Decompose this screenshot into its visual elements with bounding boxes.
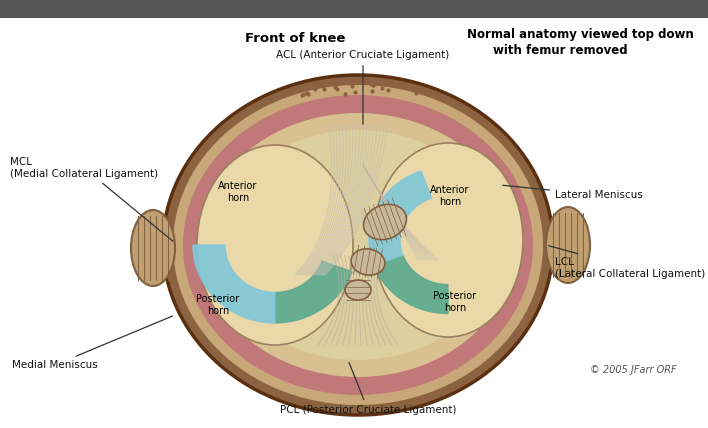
Text: Front of knee: Front of knee bbox=[245, 32, 346, 45]
Text: with femur removed: with femur removed bbox=[493, 44, 627, 57]
Text: MCL
(Medial Collateral Ligament): MCL (Medial Collateral Ligament) bbox=[10, 157, 173, 241]
Text: Posterior
horn: Posterior horn bbox=[196, 294, 239, 316]
Ellipse shape bbox=[218, 130, 498, 360]
Ellipse shape bbox=[197, 145, 353, 345]
Text: Anterior
horn: Anterior horn bbox=[218, 181, 258, 203]
Text: LCL
(Lateral Collateral Ligament): LCL (Lateral Collateral Ligament) bbox=[549, 246, 705, 279]
Bar bbox=[0, 0, 708, 18]
Text: PCL (Posterior Cruciate Ligament): PCL (Posterior Cruciate Ligament) bbox=[280, 363, 456, 415]
Ellipse shape bbox=[363, 204, 406, 240]
Text: ACL (Anterior Cruciate Ligament): ACL (Anterior Cruciate Ligament) bbox=[276, 50, 450, 124]
Text: Posterior
horn: Posterior horn bbox=[433, 291, 476, 313]
Ellipse shape bbox=[546, 207, 590, 283]
Polygon shape bbox=[369, 171, 432, 265]
Ellipse shape bbox=[201, 113, 515, 377]
Ellipse shape bbox=[163, 75, 553, 415]
Polygon shape bbox=[193, 245, 275, 323]
Ellipse shape bbox=[183, 95, 533, 395]
Text: © 2005 JFarr ORF: © 2005 JFarr ORF bbox=[590, 365, 677, 375]
Ellipse shape bbox=[173, 85, 543, 405]
Text: Anterior
horn: Anterior horn bbox=[430, 185, 469, 207]
Ellipse shape bbox=[131, 210, 175, 286]
Text: Normal anatomy viewed top down: Normal anatomy viewed top down bbox=[467, 28, 693, 41]
Polygon shape bbox=[374, 255, 448, 313]
Ellipse shape bbox=[373, 143, 523, 337]
Ellipse shape bbox=[345, 280, 371, 300]
Ellipse shape bbox=[351, 249, 385, 275]
Polygon shape bbox=[275, 261, 352, 323]
Text: Lateral Meniscus: Lateral Meniscus bbox=[503, 185, 643, 200]
Text: Medial Meniscus: Medial Meniscus bbox=[12, 316, 173, 370]
